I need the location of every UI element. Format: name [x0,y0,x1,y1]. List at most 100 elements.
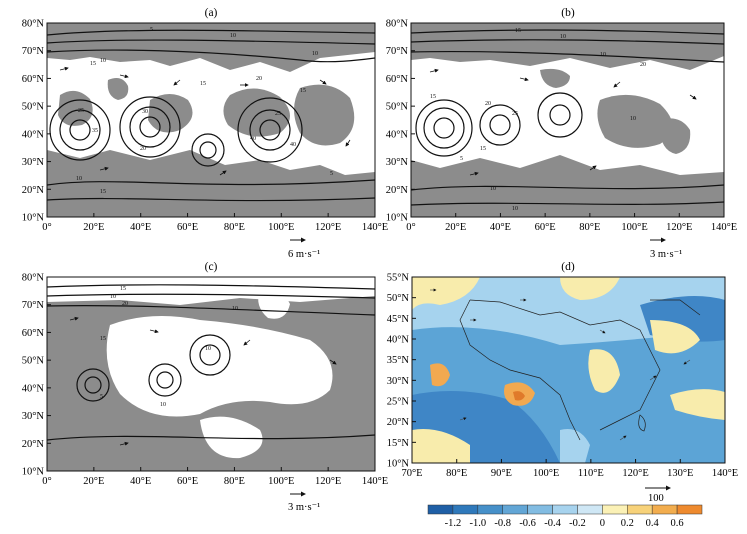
panel-c-reference-label: 3 m·s⁻¹ [288,502,320,513]
panel-d-wind-vectors [430,288,691,441]
svg-text:20: 20 [122,301,128,307]
lat-tick-label: 20°N [387,417,410,428]
svg-text:10: 10 [230,33,236,39]
svg-text:25: 25 [512,111,518,117]
svg-text:25: 25 [78,108,84,114]
panel-a-reference-label: 6 m·s⁻¹ [288,249,320,260]
svg-text:10: 10 [600,52,606,58]
lat-tick-label: 80°N [22,19,45,30]
svg-text:5: 5 [150,27,153,33]
colorbar-swatch [477,504,503,515]
lon-tick-label: 100°E [533,468,559,479]
lon-tick-label: 130°E [667,468,693,479]
panel-d-label: (d) [561,261,575,273]
panel-b-wind-vectors [429,68,697,176]
panel-a-contour-labels: 5 10 10 10 15 15 15 20 20 25 25 30 35 40… [76,27,333,195]
svg-text:15: 15 [120,286,126,292]
lon-tick-label: 40°E [130,476,151,487]
lat-tick-label: 70°N [22,46,45,57]
panel-a-vector-reference: 6 m·s⁻¹ [288,237,320,260]
svg-text:15: 15 [100,336,106,342]
lon-tick-label: 100°E [268,476,294,487]
panel-b: (b) [386,7,737,260]
colorbar-swatch [627,504,653,515]
colorbar-swatch [502,504,528,515]
lat-tick-label: 30°N [387,376,410,387]
colorbar-label: -0.2 [569,518,586,529]
lat-tick-label: 80°N [22,273,45,284]
svg-text:5: 5 [330,171,333,177]
svg-text:20: 20 [485,101,491,107]
svg-text:15: 15 [480,146,486,152]
svg-text:15: 15 [515,28,521,34]
colorbar-label: 0 [600,518,605,529]
panel-d-colorbar: -1.2 -1.0 -0.8 -0.6 -0.4 -0.2 0 0.2 0.4 0.6 [427,504,703,529]
lat-tick-label: 40°N [22,383,45,394]
svg-text:20: 20 [140,146,146,152]
panel-d-lat-ticks: 55°N 50°N 45°N 40°N 35°N 30°N 25°N 20°N 15°N 10°N [387,273,416,470]
panel-c-lat-ticks: 80°N 70°N 60°N 50°N 40°N 30°N 20°N 10°N [22,273,51,478]
lat-tick-label: 55°N [387,273,410,284]
colorbar-label: 0.2 [621,518,634,529]
panel-b-reference-label: 3 m·s⁻¹ [650,249,682,260]
lon-tick-label: 0° [406,222,415,233]
panel-b-significance-shading [411,23,724,217]
panel-c-lon-ticks: 0° 20°E 40°E 60°E 80°E 100°E 120°E 140°E [42,467,388,487]
colorbar-label: 0.4 [646,518,660,529]
lon-tick-label: 140°E [362,222,388,233]
panel-c-unshaded-regions [47,277,375,459]
lat-tick-label: 10°N [22,213,45,224]
lat-tick-label: 40°N [22,129,45,140]
colorbar-label: -0.8 [494,518,511,529]
lat-tick-label: 25°N [387,397,410,408]
panel-a: (a) [22,7,388,260]
svg-text:10: 10 [630,116,636,122]
lon-tick-label: 40°E [490,222,511,233]
panel-d-map-area [412,277,725,463]
panel-c-map-area: 10 15 20 10 15 10 5 10 [47,277,375,471]
panel-a-lat-ticks: 80°N 70°N 60°N 50°N 40°N 30°N 20°N 10°N [22,19,51,224]
lat-tick-label: 50°N [22,102,45,113]
panel-d-vector-reference: 100 [645,485,671,504]
svg-text:10: 10 [560,34,566,40]
lat-tick-label: 80°N [386,19,409,30]
lat-tick-label: 30°N [386,157,409,168]
panel-b-vector-reference: 3 m·s⁻¹ [650,237,682,260]
lon-tick-label: 80°E [224,222,245,233]
colorbar-swatch [577,504,603,515]
svg-text:10: 10 [110,294,116,300]
lat-tick-label: 50°N [387,293,410,304]
lon-tick-label: 80°E [224,476,245,487]
lon-tick-label: 80°E [579,222,600,233]
lon-tick-label: 100°E [268,222,294,233]
colorbar-swatch [651,504,678,515]
lat-tick-label: 30°N [22,157,45,168]
panel-d-reference-label: 100 [648,493,664,504]
lat-tick-label: 10°N [387,459,410,470]
lat-tick-label: 70°N [386,46,409,57]
svg-text:10: 10 [160,402,166,408]
svg-text:35: 35 [92,128,98,134]
colorbar-swatch [552,504,578,515]
lat-tick-label: 70°N [22,300,45,311]
panel-c-wind-vectors [69,316,337,446]
lon-tick-label: 120°E [666,222,692,233]
lat-tick-label: 35°N [387,355,410,366]
lon-tick-label: 140°E [362,476,388,487]
panel-c-label: (c) [205,261,218,273]
svg-text:10: 10 [512,206,518,212]
lon-tick-label: 120°E [315,222,341,233]
panel-b-contour-labels: 15 10 10 20 15 20 25 15 10 10 10 5 [430,28,646,212]
panel-c: (c) [22,261,388,513]
panel-b-lat-ticks: 80°N 70°N 60°N 50°N 40°N 30°N 20°N 10°N [386,19,415,224]
lon-tick-label: 110°E [578,468,604,479]
lon-tick-label: 20°E [83,476,104,487]
panel-d: (d) [387,261,738,529]
svg-text:15: 15 [430,94,436,100]
lon-tick-label: 20°E [83,222,104,233]
panel-a-map-area: 5 10 10 10 15 15 15 20 20 25 25 30 35 40… [47,23,375,217]
svg-text:5: 5 [100,394,103,400]
lon-tick-label: 40°E [130,222,151,233]
lon-tick-label: 0° [42,476,51,487]
lat-tick-label: 45°N [387,314,410,325]
